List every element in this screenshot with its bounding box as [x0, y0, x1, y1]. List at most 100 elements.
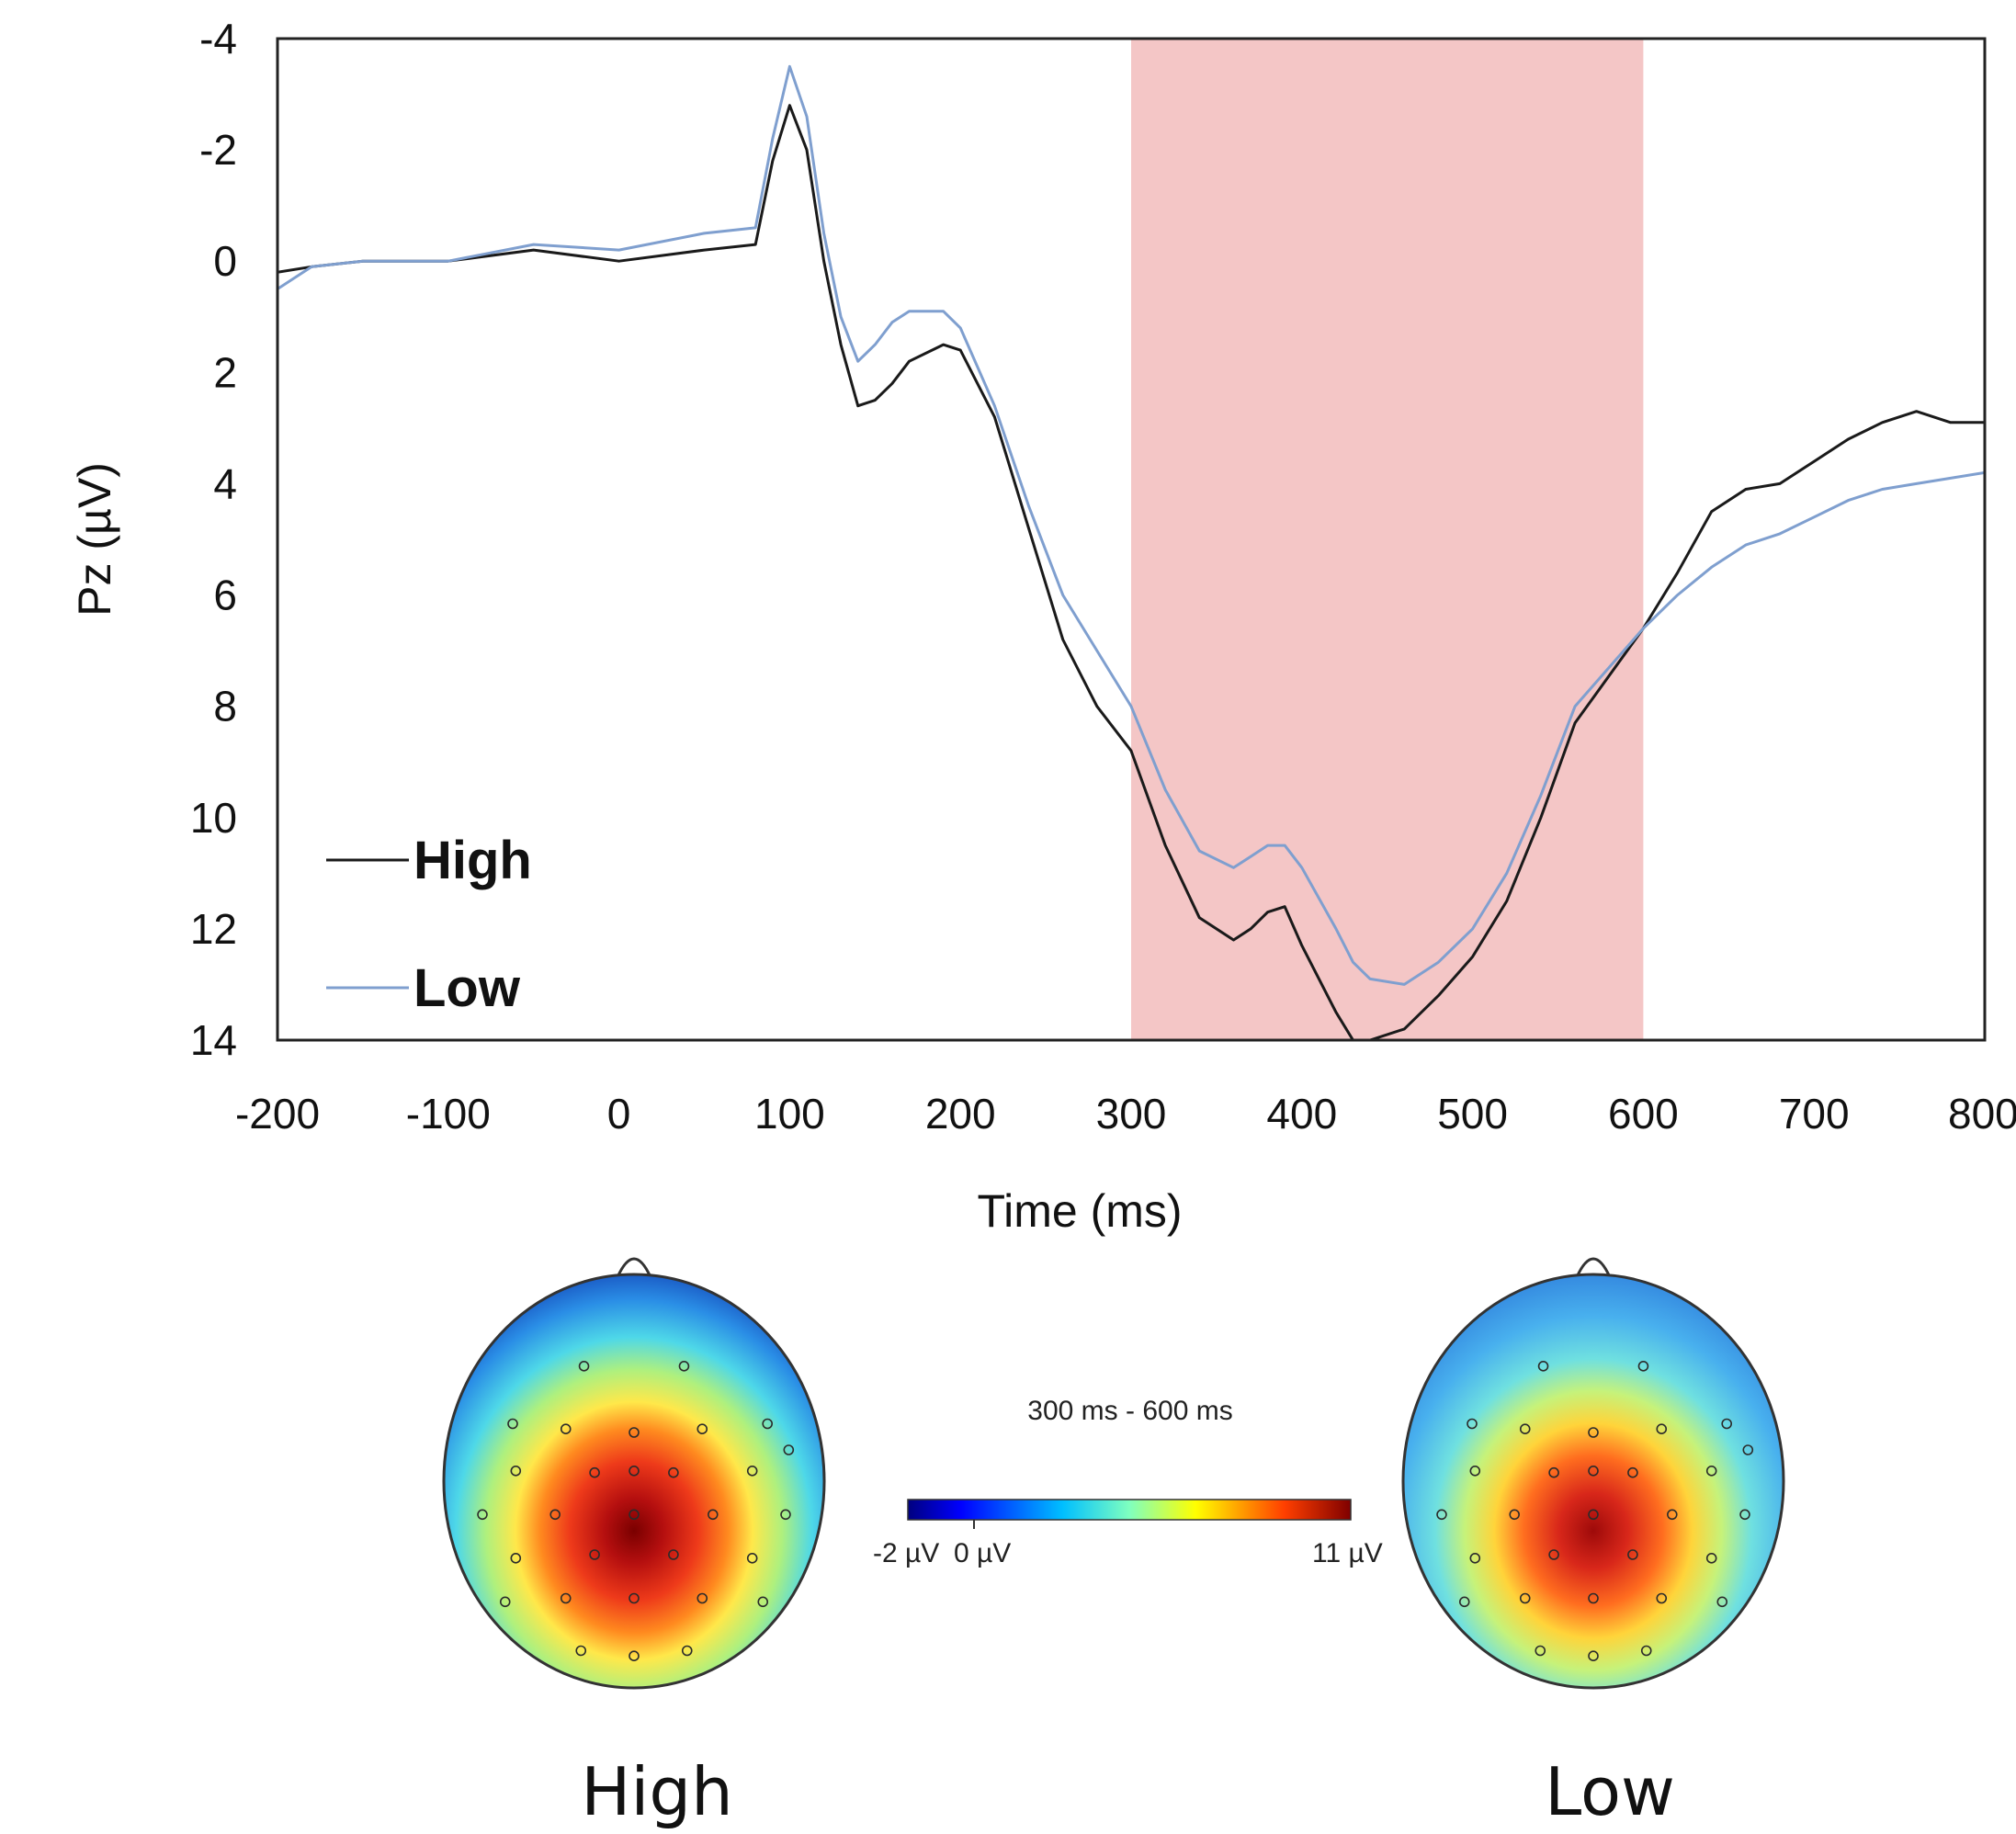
electrode-marker	[589, 1549, 600, 1560]
legend: High Low	[326, 831, 532, 1018]
electrode-marker	[477, 1509, 488, 1521]
topomap-low: Low	[1401, 1257, 1785, 1830]
electrode-marker	[1588, 1650, 1599, 1661]
electrode-marker	[668, 1549, 679, 1560]
electrode-marker	[575, 1645, 587, 1657]
electrode-marker	[1588, 1592, 1599, 1604]
x-tick-label: -100	[406, 1090, 491, 1138]
electrode-marker	[560, 1592, 572, 1604]
series-layer	[277, 64, 1985, 1040]
y-tick-label: 12	[190, 905, 237, 953]
electrode-marker	[746, 1553, 758, 1564]
electrode-marker	[560, 1423, 572, 1434]
head-high	[442, 1273, 826, 1690]
electrode-marker	[1705, 1553, 1717, 1564]
electrode-marker	[1656, 1592, 1668, 1604]
x-tick-label: 600	[1608, 1090, 1679, 1138]
electrode-marker	[746, 1466, 758, 1477]
electrode-marker	[1656, 1423, 1668, 1434]
electrode-marker	[783, 1444, 795, 1455]
colorbar-max-label: 11 µV	[1312, 1538, 1383, 1568]
colorbar-zero-label: 0 µV	[954, 1538, 1011, 1568]
electrode-marker	[1467, 1418, 1478, 1430]
electrode-marker	[1519, 1592, 1531, 1604]
plot-frame	[276, 37, 1987, 1042]
electrode-marker	[1739, 1509, 1750, 1521]
y-tick-label: 6	[213, 572, 237, 619]
y-tick-label: 14	[190, 1016, 237, 1064]
y-tick-label: 8	[213, 683, 237, 730]
electrode-marker	[507, 1418, 518, 1430]
x-tick-label: 300	[1096, 1090, 1167, 1138]
electrode-marker	[1537, 1361, 1549, 1372]
y-tick-label: -4	[199, 15, 237, 62]
electrode-marker	[707, 1509, 719, 1521]
electrode-marker	[1458, 1596, 1470, 1608]
electrode-marker	[1519, 1423, 1531, 1434]
electrode-marker	[668, 1466, 679, 1478]
y-tick-label: 2	[213, 348, 237, 396]
head-low	[1401, 1273, 1785, 1690]
electrode-marker	[697, 1423, 708, 1434]
legend-label-low: Low	[413, 958, 521, 1018]
electrode-marker	[578, 1361, 590, 1372]
nose-high-icon	[616, 1257, 652, 1278]
x-axis-ticks: -200 -100 0 100 200 300 400 500 600 700 800	[235, 1090, 2016, 1138]
x-tick-label: 0	[607, 1090, 631, 1138]
topomap-caption-low: Low	[1545, 1753, 1675, 1830]
analysis-window-shading	[1131, 39, 1644, 1040]
electrode-marker	[1469, 1553, 1481, 1564]
electrode-marker	[1667, 1509, 1678, 1521]
colorbar-min-label: -2 µV	[873, 1538, 939, 1568]
electrode-marker	[629, 1592, 640, 1604]
electrode-marker	[1548, 1466, 1559, 1478]
y-tick-label: 0	[213, 237, 237, 285]
electrode-marker	[762, 1418, 774, 1430]
colorbar-title: 300 ms - 600 ms	[1027, 1396, 1232, 1426]
electrode-marker	[1716, 1596, 1728, 1608]
electrode-marker	[1627, 1466, 1638, 1478]
electrode-marker	[629, 1650, 640, 1661]
electrode-marker	[1436, 1509, 1447, 1521]
colorbar: 300 ms - 600 ms -2 µV 0 µV 11 µV	[873, 1396, 1383, 1568]
y-tick-label: -2	[199, 126, 237, 174]
nose-low-icon	[1575, 1257, 1612, 1278]
legend-label-high: High	[413, 831, 532, 890]
y-tick-label: 4	[213, 459, 237, 507]
electrode-marker	[589, 1466, 600, 1478]
x-tick-label: -200	[235, 1090, 320, 1138]
electrode-marker	[1640, 1645, 1652, 1657]
electrode-marker	[629, 1509, 640, 1521]
electrodes-high	[477, 1361, 795, 1661]
electrode-marker	[1742, 1444, 1754, 1455]
x-tick-label: 200	[925, 1090, 996, 1138]
x-tick-label: 400	[1266, 1090, 1337, 1138]
electrode-marker	[499, 1596, 511, 1608]
electrode-marker	[697, 1592, 708, 1604]
topography-maps: High Low 300 ms - 600 ms -2 µV 0 µV 11 µ…	[442, 1257, 1785, 1830]
x-tick-label: 700	[1779, 1090, 1850, 1138]
electrode-marker	[629, 1427, 640, 1438]
electrode-marker	[510, 1553, 522, 1564]
electrode-marker	[681, 1645, 693, 1657]
electrode-marker	[1588, 1427, 1599, 1438]
electrode-marker	[757, 1596, 769, 1608]
electrode-marker	[1705, 1466, 1717, 1477]
electrode-marker	[629, 1466, 640, 1477]
topomap-high: High	[442, 1257, 826, 1830]
erp-line-chart: -4 -2 0 2 4 6 8 10 12 14 -200 -100 0 100 200 300 400 500…	[69, 15, 2016, 1237]
colorbar-gradient	[907, 1499, 1352, 1521]
y-axis-ticks: -4 -2 0 2 4 6 8 10 12 14	[190, 15, 237, 1064]
electrode-marker	[1469, 1466, 1481, 1477]
x-axis-title: Time (ms)	[977, 1185, 1182, 1237]
series-line-high	[277, 104, 1985, 1040]
electrode-marker	[1637, 1361, 1649, 1372]
y-axis-title: Pz (µV)	[69, 462, 120, 617]
x-tick-label: 500	[1437, 1090, 1508, 1138]
topomap-caption-high: High	[581, 1753, 732, 1830]
electrode-marker	[678, 1361, 690, 1372]
electrode-marker	[1721, 1418, 1732, 1430]
y-tick-label: 10	[190, 794, 237, 842]
electrode-marker	[1627, 1549, 1638, 1560]
